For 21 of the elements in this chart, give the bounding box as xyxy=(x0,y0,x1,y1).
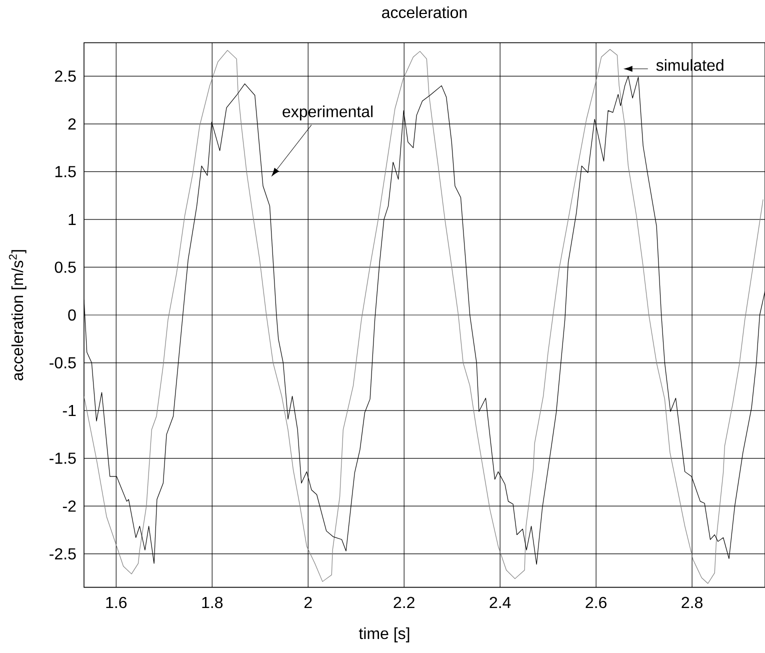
x-tick-label: 1.8 xyxy=(202,596,223,608)
y-tick-label: 2 xyxy=(68,118,76,130)
x-tick-label: 2.4 xyxy=(490,596,511,608)
x-tick-label: 2.2 xyxy=(394,596,414,608)
y-tick-label: -2.5 xyxy=(50,548,76,560)
y-axis-title: acceleration [m/s$^{2}$] xyxy=(8,250,26,380)
y-tick-label: -0.5 xyxy=(50,357,76,368)
y-tick-label: 1.5 xyxy=(55,166,76,178)
y-tick-label: 0 xyxy=(68,309,76,321)
x-tick-label: 1.6 xyxy=(106,596,127,608)
y-tick-label: 2.5 xyxy=(55,70,76,82)
y-tick-label: -1.5 xyxy=(50,452,76,464)
y-tick-label: -2 xyxy=(62,500,76,512)
x-tick-label: 2.8 xyxy=(682,596,702,608)
chart-title: acceleration xyxy=(382,6,467,18)
x-tick-label: 2 xyxy=(304,596,312,608)
y-tick-label: -1 xyxy=(62,405,76,416)
x-axis-title: time [s] xyxy=(358,627,410,642)
y-tick-label: 1 xyxy=(68,214,76,225)
x-tick-label: 2.6 xyxy=(586,596,606,608)
y-tick-label: 0.5 xyxy=(54,262,76,273)
